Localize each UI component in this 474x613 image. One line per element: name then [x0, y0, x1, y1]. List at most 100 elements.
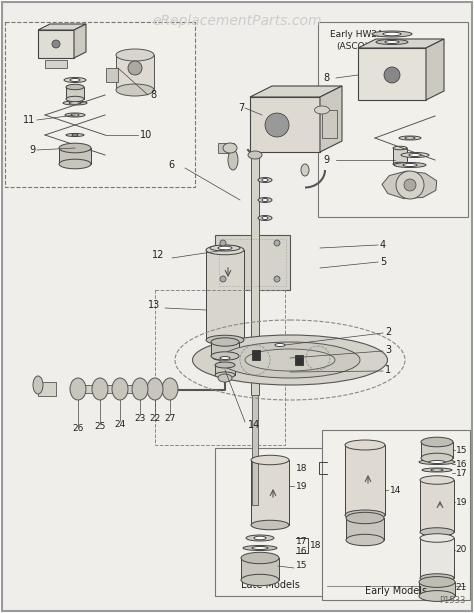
- Ellipse shape: [258, 197, 272, 202]
- Polygon shape: [320, 86, 342, 152]
- Ellipse shape: [420, 476, 454, 484]
- Ellipse shape: [71, 114, 79, 116]
- Ellipse shape: [254, 536, 266, 540]
- Ellipse shape: [223, 143, 237, 153]
- Ellipse shape: [405, 137, 415, 139]
- Text: Early Models: Early Models: [365, 586, 427, 596]
- Ellipse shape: [394, 162, 426, 167]
- Text: 14: 14: [248, 420, 260, 430]
- Ellipse shape: [269, 343, 291, 348]
- Ellipse shape: [65, 113, 85, 117]
- Bar: [206, 250, 244, 340]
- Polygon shape: [38, 30, 74, 58]
- Ellipse shape: [66, 96, 84, 102]
- Ellipse shape: [211, 352, 239, 360]
- Bar: [318, 22, 468, 217]
- Ellipse shape: [246, 535, 274, 541]
- Polygon shape: [38, 24, 86, 30]
- Ellipse shape: [258, 216, 272, 221]
- Bar: [215, 235, 290, 290]
- Text: 23: 23: [134, 414, 146, 422]
- Circle shape: [265, 113, 289, 137]
- Bar: [295, 355, 303, 365]
- Ellipse shape: [147, 378, 163, 400]
- Bar: [155, 290, 285, 445]
- Text: P1533: P1533: [439, 596, 466, 605]
- Ellipse shape: [215, 362, 235, 368]
- Text: 27: 27: [164, 414, 176, 422]
- Ellipse shape: [241, 574, 279, 585]
- Ellipse shape: [252, 547, 268, 549]
- Text: (ASCO): (ASCO): [336, 42, 368, 51]
- Ellipse shape: [267, 356, 293, 360]
- Text: 16: 16: [296, 547, 308, 555]
- Ellipse shape: [218, 374, 232, 382]
- Text: 16: 16: [456, 460, 467, 468]
- Bar: [419, 582, 455, 596]
- Ellipse shape: [248, 151, 262, 159]
- Text: Late Models: Late Models: [241, 580, 300, 590]
- Bar: [66, 87, 84, 99]
- Bar: [393, 148, 407, 164]
- Ellipse shape: [399, 136, 421, 140]
- Bar: [215, 448, 355, 596]
- Bar: [252, 350, 260, 360]
- Ellipse shape: [215, 372, 235, 378]
- Ellipse shape: [376, 39, 408, 45]
- Ellipse shape: [419, 590, 455, 601]
- Text: 13: 13: [148, 300, 160, 310]
- Bar: [59, 148, 91, 164]
- Bar: [345, 445, 385, 515]
- Polygon shape: [358, 48, 426, 100]
- Text: 15: 15: [296, 562, 308, 571]
- Ellipse shape: [33, 376, 43, 394]
- Ellipse shape: [245, 349, 335, 371]
- Text: 20: 20: [456, 546, 467, 555]
- Text: 10: 10: [140, 130, 152, 140]
- Text: 15: 15: [456, 446, 467, 454]
- Ellipse shape: [52, 40, 60, 48]
- Bar: [420, 480, 454, 532]
- Ellipse shape: [66, 85, 84, 89]
- Ellipse shape: [66, 134, 84, 137]
- Text: 17: 17: [456, 468, 467, 478]
- Text: 19: 19: [456, 498, 467, 506]
- Circle shape: [404, 179, 416, 191]
- Circle shape: [396, 171, 424, 199]
- Bar: [218, 143, 234, 153]
- Ellipse shape: [345, 510, 385, 520]
- Ellipse shape: [346, 535, 384, 546]
- Bar: [38, 382, 56, 396]
- Bar: [251, 460, 289, 525]
- Ellipse shape: [274, 357, 286, 359]
- Ellipse shape: [422, 468, 452, 472]
- Ellipse shape: [393, 162, 407, 166]
- Text: 14: 14: [390, 485, 401, 495]
- Ellipse shape: [211, 338, 239, 346]
- Ellipse shape: [92, 378, 108, 400]
- Bar: [322, 430, 470, 600]
- Ellipse shape: [315, 106, 329, 114]
- Ellipse shape: [393, 147, 407, 150]
- Text: 11: 11: [23, 115, 35, 125]
- Text: 7: 7: [238, 103, 244, 113]
- Ellipse shape: [372, 31, 412, 37]
- Ellipse shape: [112, 378, 128, 400]
- Ellipse shape: [262, 216, 268, 219]
- Ellipse shape: [251, 455, 289, 465]
- Ellipse shape: [301, 164, 309, 176]
- Bar: [346, 518, 384, 540]
- Bar: [45, 60, 67, 68]
- Polygon shape: [358, 39, 444, 48]
- Ellipse shape: [206, 335, 244, 345]
- Ellipse shape: [401, 153, 429, 158]
- Ellipse shape: [429, 460, 445, 463]
- Ellipse shape: [116, 84, 154, 96]
- Ellipse shape: [403, 164, 417, 167]
- Polygon shape: [382, 171, 437, 199]
- Polygon shape: [250, 97, 320, 152]
- Bar: [215, 365, 235, 375]
- Text: 1: 1: [385, 365, 391, 375]
- Text: 8: 8: [150, 90, 156, 100]
- Text: 21: 21: [456, 584, 467, 593]
